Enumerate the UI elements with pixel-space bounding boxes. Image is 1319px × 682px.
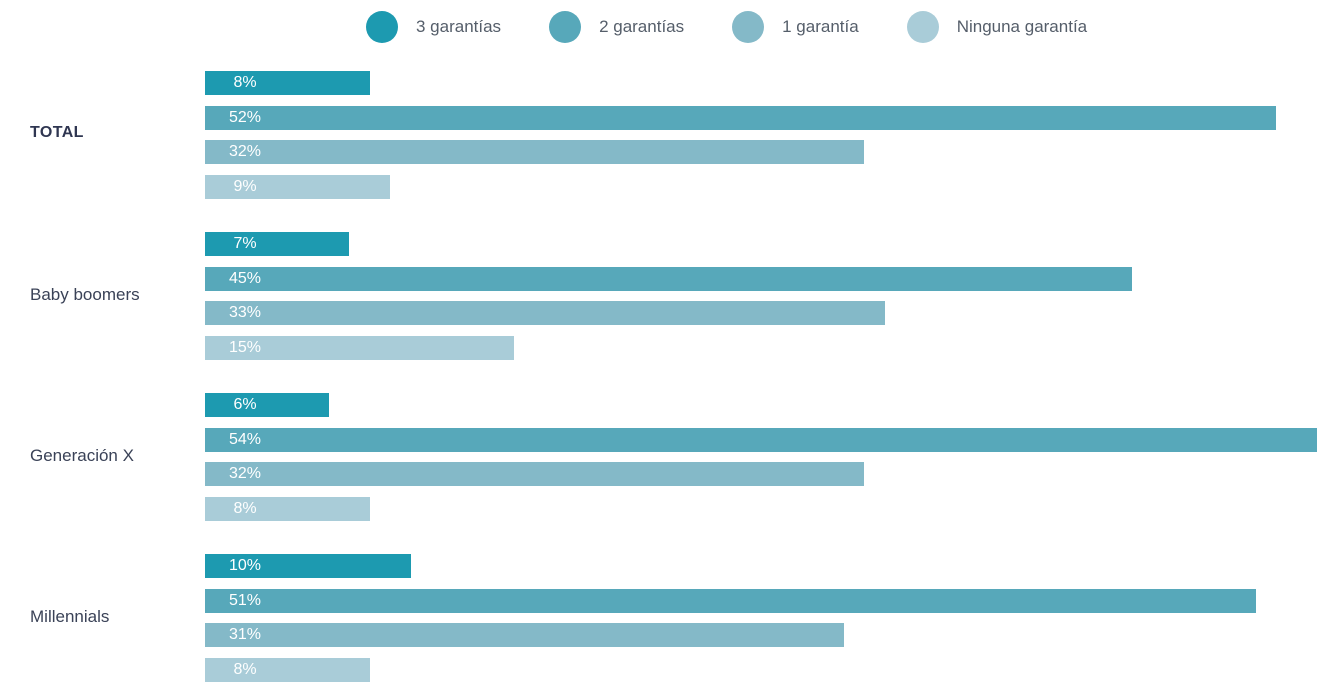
bar [205,105,1277,130]
category-label: Baby boomers [30,285,140,305]
data-label: 8% [233,500,257,518]
legend-label: 1 garantía [782,17,859,36]
data-label: 45% [228,269,262,287]
data-label: 51% [228,591,262,609]
bar [205,658,370,682]
data-label: 6% [233,396,257,413]
bar [205,301,885,326]
legend-label: 2 garantías [599,17,685,36]
legend-item: 1 garantía [732,11,859,43]
bar [205,588,1256,613]
legend-swatch [732,11,765,43]
bar [205,175,391,200]
bar [205,497,370,522]
bar [205,427,1318,452]
legend-swatch [906,11,939,43]
data-label: 52% [228,108,262,126]
legend-item: Ninguna garantía [906,11,1088,43]
data-label: 33% [228,304,262,322]
data-label: 32% [228,143,262,161]
bar [205,140,865,165]
bar [205,554,411,578]
category-label: TOTAL [30,124,84,142]
category-label: Millennials [30,607,110,627]
bar [205,71,370,95]
bar [205,336,514,361]
data-label: 32% [228,465,262,483]
legend-label: 3 garantías [416,17,502,36]
data-label: 9% [233,178,257,196]
data-label: 54% [228,430,262,448]
legend-label: Ninguna garantía [956,17,1088,36]
data-label: 8% [233,74,257,91]
data-label: 31% [228,626,262,644]
data-label: 10% [228,557,262,574]
bar [205,232,350,256]
legend-swatch [366,11,398,43]
legend: 3 garantías 2 garantías 1 garantía Ninguna … [366,10,1135,44]
bar [205,462,865,487]
legend-swatch [549,11,582,43]
category-label: Generación X [30,446,134,466]
bar [205,266,1132,291]
data-label: 15% [228,339,262,357]
bar [205,393,329,417]
bar [205,623,844,648]
data-label: 7% [233,235,257,252]
data-label: 8% [233,661,257,679]
legend-item: 2 garantías [549,11,684,43]
legend-item: 3 garantías [366,11,501,43]
